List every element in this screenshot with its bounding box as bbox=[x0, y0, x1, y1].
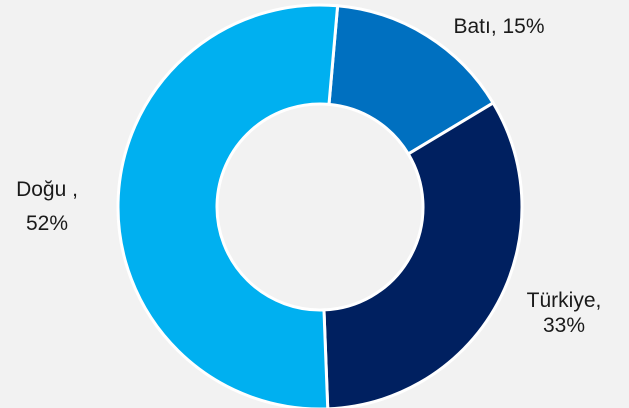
slice-do-u bbox=[116, 3, 340, 408]
data-label-line: Batı, 15% bbox=[453, 15, 544, 38]
data-label-line: 33% bbox=[543, 314, 585, 337]
slice-t-rkiye bbox=[322, 100, 524, 408]
data-label-bat-: Batı, 15% bbox=[453, 15, 544, 38]
data-label-line: 52% bbox=[26, 212, 68, 235]
slice-bat- bbox=[327, 4, 496, 157]
data-label-do-u: Doğu , 52% bbox=[16, 178, 78, 235]
data-label-line: Doğu , bbox=[16, 178, 78, 201]
data-label-t-rkiye: Türkiye, 33% bbox=[527, 289, 602, 337]
data-label-line: Türkiye, bbox=[527, 289, 602, 312]
